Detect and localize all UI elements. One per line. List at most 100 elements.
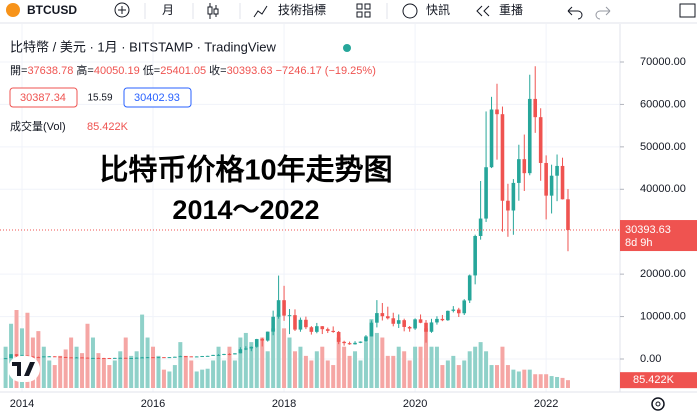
volume-bar [320, 346, 325, 388]
candle-body [9, 354, 13, 359]
volume-bar [516, 371, 521, 388]
candle-body [145, 357, 150, 359]
candle-body [52, 356, 57, 358]
volume-bar [309, 360, 314, 388]
volume-bar [560, 377, 565, 388]
y-tick-label: 10000.00 [640, 310, 686, 322]
layout-icon [364, 11, 371, 18]
alert-icon[interactable] [402, 3, 418, 19]
volume-bar [462, 360, 467, 388]
volume-bar [538, 374, 543, 388]
volume-bar [227, 346, 232, 388]
x-tick-label: 2022 [534, 398, 558, 410]
volume-bar [36, 331, 41, 388]
candle-body [522, 159, 527, 174]
volume-bar [3, 346, 8, 388]
candle-body [211, 354, 215, 356]
ask: 30402.93 [134, 92, 180, 104]
volume-bar [440, 365, 445, 388]
settings-icon[interactable] [651, 397, 665, 411]
tv-logo-bg [8, 356, 40, 382]
symbol[interactable]: BTCUSD [27, 3, 77, 17]
candle-body [58, 356, 62, 358]
volume-bar [74, 346, 79, 388]
volume-bar [451, 355, 456, 388]
volume-bar [101, 358, 106, 388]
ohlc-label: 收= [209, 63, 226, 77]
volume-tag-label: 85.422K [633, 374, 675, 386]
volume-bar [96, 353, 101, 388]
candle-body [506, 200, 510, 211]
indicators-icon[interactable] [253, 5, 268, 18]
volume-bar [194, 371, 199, 388]
volume-bar [282, 328, 287, 388]
candle-body [555, 165, 559, 176]
volume-bar [211, 360, 216, 388]
ask-box[interactable] [123, 87, 192, 108]
ohlc: 開=37638.78 高=40050.19 低=25401.05 收=30393… [10, 63, 376, 77]
layout-icon[interactable] [356, 3, 363, 10]
y-tick-label: 60000.00 [640, 98, 686, 110]
candle-body [369, 322, 374, 337]
candle-body [183, 356, 188, 358]
volume-bar [407, 360, 412, 388]
interval[interactable]: 月 [162, 3, 174, 17]
replay[interactable]: 重播 [499, 3, 523, 17]
volume-bar [484, 351, 489, 388]
candle-body [244, 348, 248, 350]
volume-bar [424, 328, 429, 388]
volume-bar [63, 349, 68, 388]
volume-bar [118, 351, 123, 388]
candle-body [560, 165, 565, 200]
candle-body [134, 357, 139, 359]
candle-body [440, 318, 445, 321]
volume-name: 成交量(Vol) [10, 119, 66, 133]
candle-body [233, 353, 237, 355]
volume-bar [511, 369, 516, 388]
settings-icon-center [655, 401, 661, 407]
btc-icon[interactable] [6, 3, 20, 17]
candle-body [429, 322, 434, 332]
candle-body [566, 199, 570, 231]
y-tick-label: 50000.00 [640, 141, 686, 153]
add-symbol[interactable] [114, 2, 130, 18]
candle-body [91, 357, 95, 359]
redo[interactable] [595, 6, 611, 20]
bid-box[interactable] [9, 87, 78, 108]
volume-bar [544, 374, 549, 388]
candle-body [107, 357, 112, 359]
volume-bar [123, 337, 128, 388]
x-tick-label: 2016 [141, 398, 165, 410]
indicators[interactable]: 技術指標 [278, 2, 326, 17]
volume-bar [172, 365, 177, 388]
ohlc-label: 開= [10, 64, 27, 77]
volume-bar [467, 351, 472, 388]
replay-icon[interactable] [476, 5, 490, 17]
candle-body [527, 98, 532, 174]
volume-bar [52, 365, 57, 388]
candle-body [129, 357, 133, 359]
candle-body [173, 356, 177, 358]
candle-body [478, 218, 483, 236]
undo[interactable] [567, 6, 583, 20]
tv-logo[interactable] [12, 362, 35, 376]
candle-body [238, 349, 243, 354]
volume-bar [565, 380, 570, 388]
volume-bar [47, 360, 52, 388]
candle-body [375, 313, 379, 323]
candle-body [462, 300, 467, 314]
candle-body [69, 357, 73, 359]
volume-bar [222, 360, 226, 388]
alerts[interactable]: 快訊 [426, 2, 450, 17]
volume-bar [232, 360, 237, 388]
candle-body [151, 357, 155, 359]
volume-bar [287, 337, 292, 388]
candle-body [489, 109, 494, 168]
y-tick-label: 20000.00 [640, 268, 686, 280]
volume-bar [189, 360, 194, 388]
ohlc-label: 高= [76, 63, 93, 77]
volume-bar [533, 374, 538, 388]
chart-subtitle: 2014～2022 [172, 195, 319, 225]
window-icon[interactable] [679, 3, 696, 18]
candle-body [358, 341, 363, 343]
